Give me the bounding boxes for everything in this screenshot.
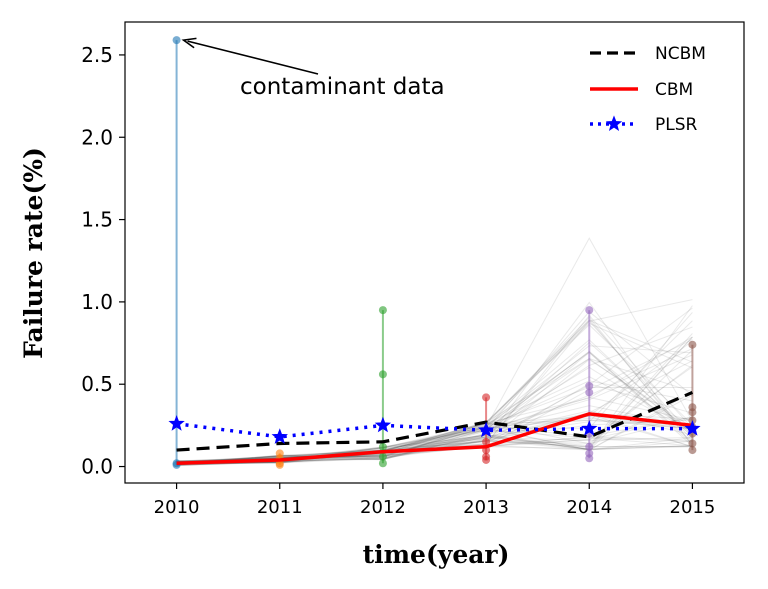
- series-line-cbm: [176, 412, 693, 465]
- simulation-line: [176, 339, 693, 466]
- scatter-point: [585, 381, 594, 390]
- scatter-point: [482, 437, 491, 446]
- scatter-point: [585, 388, 594, 397]
- scatter-point: [172, 36, 181, 45]
- simulation-line: [176, 311, 693, 467]
- simulation-line: [176, 316, 693, 464]
- scatter-point: [482, 393, 491, 402]
- x-tick-label: 2014: [566, 497, 612, 518]
- y-tick-label: 1.5: [81, 208, 113, 232]
- scatter-point: [688, 439, 697, 448]
- simulation-line: [176, 416, 693, 464]
- x-tick-label: 2010: [154, 497, 200, 518]
- series-marker-plsr: [168, 415, 185, 431]
- legend-label-cbm: CBM: [655, 80, 693, 100]
- scatter-point: [688, 446, 697, 455]
- annotation-label: contaminant data: [240, 74, 445, 100]
- y-tick-label: 2.0: [81, 125, 113, 149]
- annotation-arrowhead: [181, 37, 197, 49]
- x-tick-label: 2012: [360, 497, 406, 518]
- y-tick-label: 1.0: [81, 290, 113, 314]
- simulation-line: [176, 380, 693, 463]
- simulation-line: [176, 341, 693, 462]
- simulation-line: [176, 324, 693, 465]
- scatter-point: [585, 442, 594, 451]
- simulation-line: [176, 351, 693, 464]
- simulation-line: [176, 350, 693, 466]
- simulation-line: [176, 333, 693, 464]
- scatter-point: [688, 340, 697, 349]
- simulation-line: [176, 366, 693, 464]
- scatter-point: [482, 455, 491, 464]
- y-tick-label: 0.5: [81, 372, 113, 396]
- simulation-line: [176, 326, 693, 464]
- y-tick-label: 0.0: [81, 455, 113, 479]
- scatter-point: [378, 452, 387, 461]
- scatter-point: [275, 460, 284, 469]
- legend: NCBM CBM PLSR: [590, 44, 706, 135]
- simulation-lines: [176, 237, 693, 467]
- y-axis-title: Failure rate(%): [19, 147, 48, 359]
- simulation-line: [176, 318, 693, 466]
- simulation-line: [176, 440, 693, 463]
- simulation-line: [176, 336, 693, 465]
- scatter-point: [585, 454, 594, 463]
- simulation-line: [176, 237, 693, 463]
- x-tick-label: 2011: [257, 497, 303, 518]
- simulation-line: [176, 416, 693, 465]
- series-marker-plsr: [684, 420, 701, 436]
- series-marker-plsr: [374, 416, 392, 433]
- series-marker-plsr: [581, 420, 598, 436]
- simulation-line: [176, 405, 693, 465]
- series-marker-plsr: [477, 421, 495, 438]
- simulation-line: [176, 320, 693, 462]
- simulation-line: [176, 439, 693, 465]
- legend-label-plsr: PLSR: [655, 115, 698, 135]
- series-marker-plsr: [271, 428, 288, 444]
- simulation-line: [176, 350, 693, 465]
- x-axis-title: time(year): [363, 540, 510, 569]
- legend-label-ncbm: NCBM: [655, 44, 706, 64]
- series-line-ncbm: [176, 390, 694, 452]
- axis-ticks: 2010 2011 2012 2013 2014 2015 0.0 0.5 1.0 1.5 2.0 2…: [81, 43, 715, 518]
- scatter-point: [378, 442, 387, 451]
- series-lines: [168, 390, 701, 465]
- scatter-point: [378, 306, 387, 315]
- legend-marker-plsr: [605, 115, 623, 132]
- simulation-line: [176, 396, 693, 462]
- simulation-line: [176, 366, 693, 462]
- simulation-line: [176, 413, 693, 466]
- scatter-point: [688, 408, 697, 417]
- simulation-line: [176, 358, 693, 464]
- simulation-line: [176, 419, 693, 465]
- annotation: contaminant data: [181, 37, 445, 100]
- simulation-line: [176, 436, 693, 465]
- scatter-point: [378, 459, 387, 468]
- y-tick-label: 2.5: [81, 43, 113, 67]
- x-tick-label: 2013: [463, 497, 509, 518]
- x-tick-label: 2015: [670, 497, 716, 518]
- simulation-line: [176, 394, 693, 464]
- scatter-point: [378, 370, 387, 379]
- scatter-point: [585, 306, 594, 315]
- annotation-arrow: [187, 40, 319, 75]
- axes-frame: [124, 21, 745, 484]
- simulation-line: [176, 436, 693, 465]
